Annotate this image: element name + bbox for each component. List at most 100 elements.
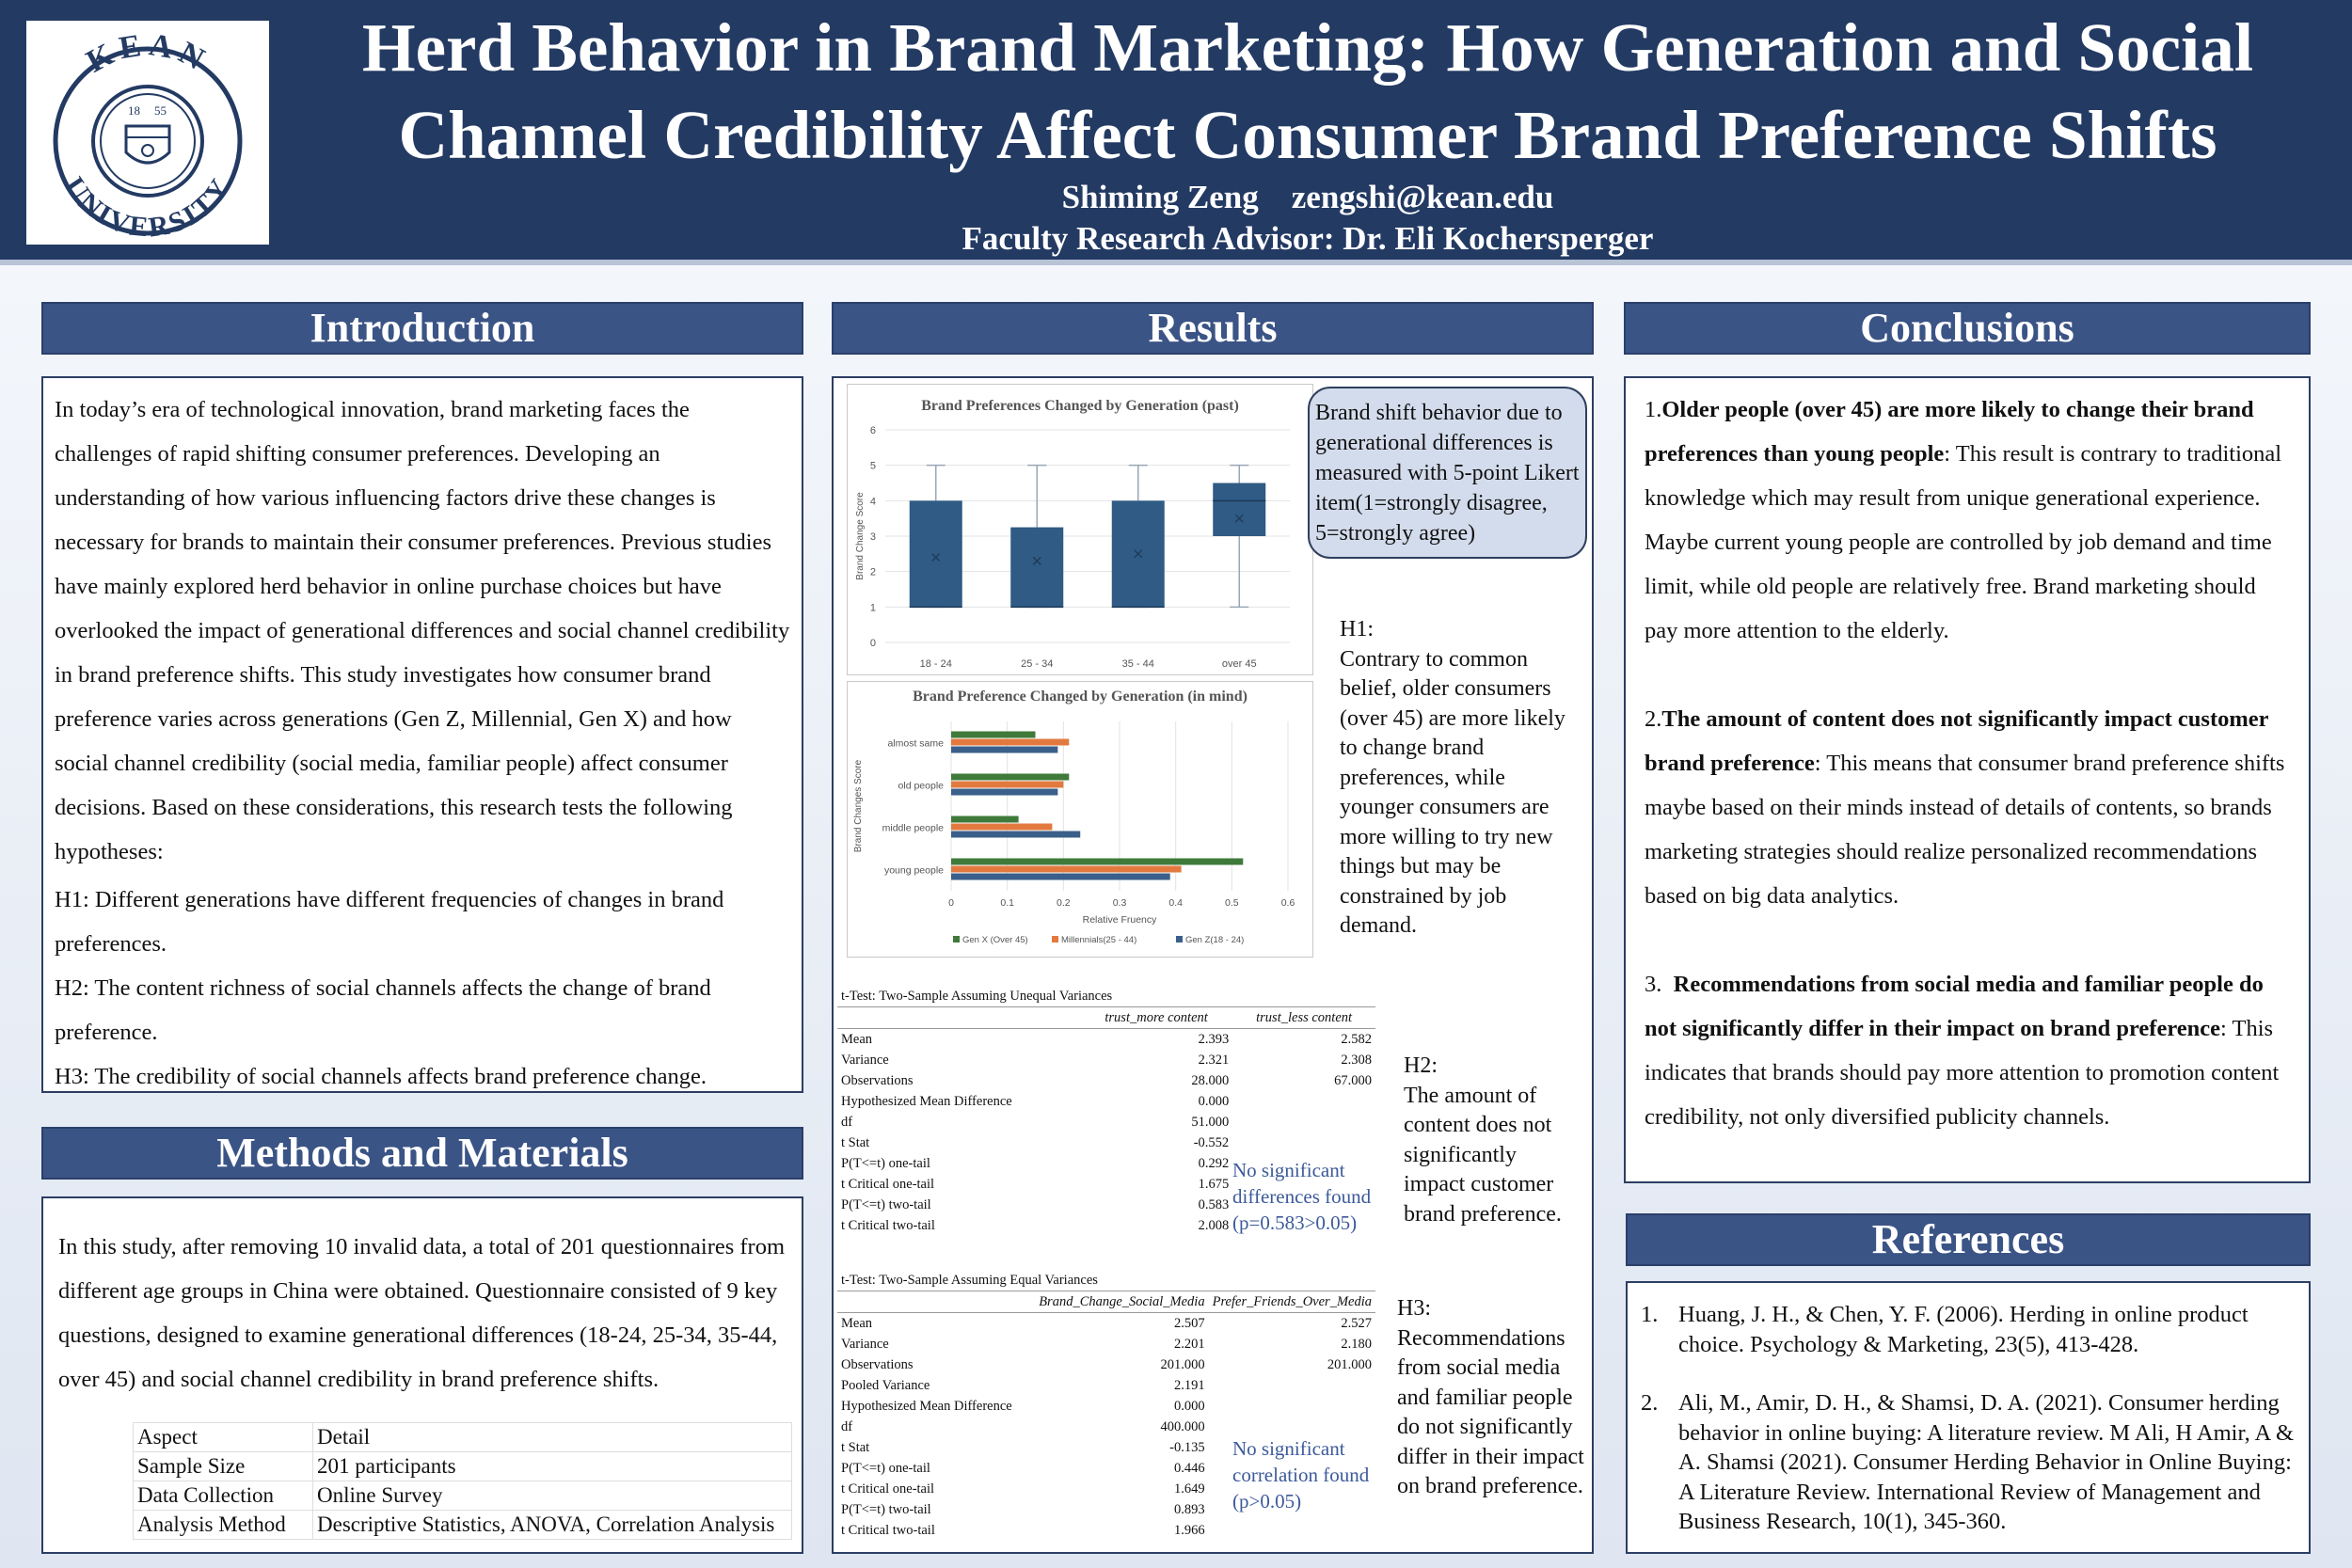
hypothesis-h1: H1: Different generations have different… bbox=[55, 887, 724, 957]
chart2-bar bbox=[951, 746, 1058, 753]
result-h2: H2: The amount of content does not signi… bbox=[1404, 1052, 1582, 1229]
chart2-x-tick-label: 0.1 bbox=[1000, 897, 1014, 909]
ttest-row: Variance 2.201 2.180 bbox=[837, 1334, 1375, 1354]
chart1-y-axis-label: Brand Change Score bbox=[855, 492, 866, 580]
methods-heading: Methods and Materials bbox=[41, 1127, 803, 1180]
chart2-bar bbox=[951, 873, 1170, 880]
kean-university-logo: KEAN UNIVERSITY 18 55 bbox=[26, 21, 269, 245]
chart2-x-tick-label: 0 bbox=[948, 897, 954, 909]
ttest-value: 0.446 bbox=[1173, 1461, 1205, 1476]
methods-table-row: Sample Size 201 participants bbox=[133, 1451, 792, 1481]
result-h2-label: H2: bbox=[1404, 1053, 1438, 1078]
chart2-y-axis-label: Brand Changes Score bbox=[853, 759, 864, 852]
ttest-value: 0.583 bbox=[1198, 1197, 1230, 1212]
ttest-row: t Critical two-tail 1.966 bbox=[837, 1520, 1375, 1541]
chart1-svg: 0 1 2 3 4 5 6 Brand Change Score 18 - 24 25 - 34 3… bbox=[855, 425, 1290, 670]
chart2-bar bbox=[951, 773, 1070, 781]
ttest-row-label: t Critical one-tail bbox=[841, 1481, 935, 1497]
result-h1: H1: Contrary to common belief, older con… bbox=[1340, 615, 1581, 942]
results-heading: Results bbox=[832, 302, 1594, 355]
chart1-title: Brand Preferences Changed by Generation … bbox=[921, 398, 1239, 414]
ttest-row-label: Pooled Variance bbox=[841, 1378, 930, 1393]
reference-text: Huang, J. H., & Chen, Y. F. (2006). Herd… bbox=[1678, 1302, 2249, 1357]
chart1-mean-marker bbox=[1032, 556, 1041, 565]
ttest-row-label: P(T<=t) one-tail bbox=[841, 1156, 930, 1171]
methods-aspect-cell: Analysis Method bbox=[133, 1510, 313, 1540]
ttest-value: 28.000 bbox=[1191, 1073, 1230, 1088]
ttest-row: Hypothesized Mean Difference 0.000 bbox=[837, 1091, 1375, 1112]
chart2-x-tick-label: 0.5 bbox=[1225, 897, 1239, 909]
chart-generation-in-mind: Brand Preference Changed by Generation (… bbox=[847, 681, 1313, 958]
conclusion-1-number: 1. bbox=[1645, 397, 1662, 422]
ttest-value: 0.000 bbox=[1198, 1094, 1230, 1109]
result-h1-text: Contrary to common belief, older consume… bbox=[1340, 646, 1565, 939]
ttest-row-label: t Stat bbox=[841, 1135, 870, 1150]
ttest-value: 2.308 bbox=[1341, 1053, 1372, 1068]
chart2-bar bbox=[951, 738, 1070, 746]
chart1-y-tick-label: 0 bbox=[870, 638, 876, 649]
chart1-box bbox=[1213, 483, 1266, 536]
ttest-value: -0.552 bbox=[1193, 1135, 1230, 1150]
ttest-row-label: t Critical one-tail bbox=[841, 1177, 935, 1192]
chart2-bar bbox=[951, 823, 1053, 831]
chart2-svg: 0 0.1 0.2 0.3 0.4 0.5 0.6 Relative Fruency Brand… bbox=[853, 721, 1295, 945]
seal-icon: KEAN UNIVERSITY 18 55 bbox=[53, 27, 243, 244]
ttest-column-header: Brand_Change_Social_Media bbox=[1035, 1291, 1209, 1313]
conclusion-3: 3. Recommendations from social media and… bbox=[1645, 962, 2290, 1139]
chart2-bar bbox=[951, 816, 1019, 823]
ttest-row: Mean 2.507 2.527 bbox=[837, 1313, 1375, 1335]
chart2-y-tick-label: middle people bbox=[882, 823, 945, 834]
reference-item: 1. Huang, J. H., & Chen, Y. F. (2006). He… bbox=[1641, 1300, 2296, 1359]
result-h3-text: Recommendations from social media and fa… bbox=[1397, 1325, 1584, 1499]
ttest-value bbox=[1209, 1520, 1375, 1541]
chart2-legend-label: Gen X (Over 45) bbox=[962, 935, 1028, 945]
chart1-mean-marker bbox=[1234, 514, 1244, 523]
references-box: 1. Huang, J. H., & Chen, Y. F. (2006). He… bbox=[1626, 1281, 2311, 1554]
chart1-x-tick-label: 35 - 44 bbox=[1122, 658, 1154, 670]
chart1-y-tick-label: 1 bbox=[870, 602, 876, 613]
ttest-row-label: Observations bbox=[841, 1073, 914, 1088]
methods-table-row: Data Collection Online Survey bbox=[133, 1481, 792, 1511]
title-line-1: Herd Behavior in Brand Marketing: How Ge… bbox=[361, 9, 2254, 86]
ttest-value: 67.000 bbox=[1334, 1073, 1372, 1088]
ttest-value: 2.321 bbox=[1198, 1053, 1230, 1068]
ttest-column-header bbox=[837, 1006, 1080, 1029]
chart-generation-past: Brand Preferences Changed by Generation … bbox=[847, 384, 1313, 675]
ttest-row: Hypothesized Mean Difference 0.000 bbox=[837, 1396, 1375, 1417]
chart2-legend-label: Millennials(25 - 44) bbox=[1061, 935, 1136, 945]
ttest-row-label: Mean bbox=[841, 1032, 873, 1047]
faculty-advisor: Faculty Research Advisor: Dr. Eli Kocher… bbox=[961, 220, 1654, 257]
ttest-row-label: df bbox=[841, 1419, 853, 1434]
chart2-bar bbox=[951, 858, 1244, 865]
ttest-value: -0.135 bbox=[1169, 1440, 1205, 1455]
chart2-legend-swatch bbox=[1176, 936, 1183, 942]
ttest-value: 1.966 bbox=[1173, 1523, 1205, 1538]
ttest-value: 2.527 bbox=[1341, 1316, 1372, 1331]
ttest-value: 2.507 bbox=[1173, 1316, 1205, 1331]
ttest-value: 2.201 bbox=[1173, 1337, 1205, 1352]
ttest-value: 1.675 bbox=[1198, 1177, 1230, 1192]
conclusion-3-text: : This indicates that brands should pay … bbox=[1645, 1016, 2280, 1130]
chart2-bar bbox=[951, 731, 1036, 738]
conclusion-2-text: : This means that consumer brand prefere… bbox=[1645, 751, 2285, 909]
chart2-title: Brand Preference Changed by Generation (… bbox=[913, 689, 1248, 705]
reference-item: 2. Ali, M., Amir, D. H., & Shamsi, D. A. … bbox=[1641, 1388, 2296, 1537]
methods-detail-cell: Descriptive Statistics, ANOVA, Correlati… bbox=[312, 1510, 792, 1540]
ttest-row: t Critical one-tail 1.649 bbox=[837, 1479, 1375, 1499]
introduction-box: In today’s era of technological innovati… bbox=[41, 376, 803, 1093]
ttest-row-label: Observations bbox=[841, 1357, 914, 1372]
ttest-equal-variances: t-Test: Two-Sample Assuming Equal Varian… bbox=[837, 1270, 1375, 1541]
conclusion-2: 2.The amount of content does not signifi… bbox=[1645, 697, 2290, 918]
svg-text:18: 18 bbox=[128, 103, 140, 118]
chart2-legend-swatch bbox=[1052, 936, 1058, 942]
introduction-body: In today’s era of technological innovati… bbox=[55, 397, 790, 864]
methods-table-row: Analysis Method Descriptive Statistics, A… bbox=[133, 1510, 792, 1540]
ttest-row-label: Hypothesized Mean Difference bbox=[841, 1094, 1012, 1109]
ttest-value bbox=[1209, 1375, 1375, 1396]
chart1-y-tick-label: 4 bbox=[870, 496, 876, 507]
ttest-row-label: df bbox=[841, 1115, 853, 1130]
chart2-y-tick-label: almost same bbox=[887, 738, 944, 750]
ttest-unequal-variances: t-Test: Two-Sample Assuming Unequal Vari… bbox=[837, 986, 1375, 1236]
ttest-column-header: trust_more content bbox=[1080, 1006, 1233, 1029]
ttest-value: 400.000 bbox=[1160, 1419, 1205, 1434]
